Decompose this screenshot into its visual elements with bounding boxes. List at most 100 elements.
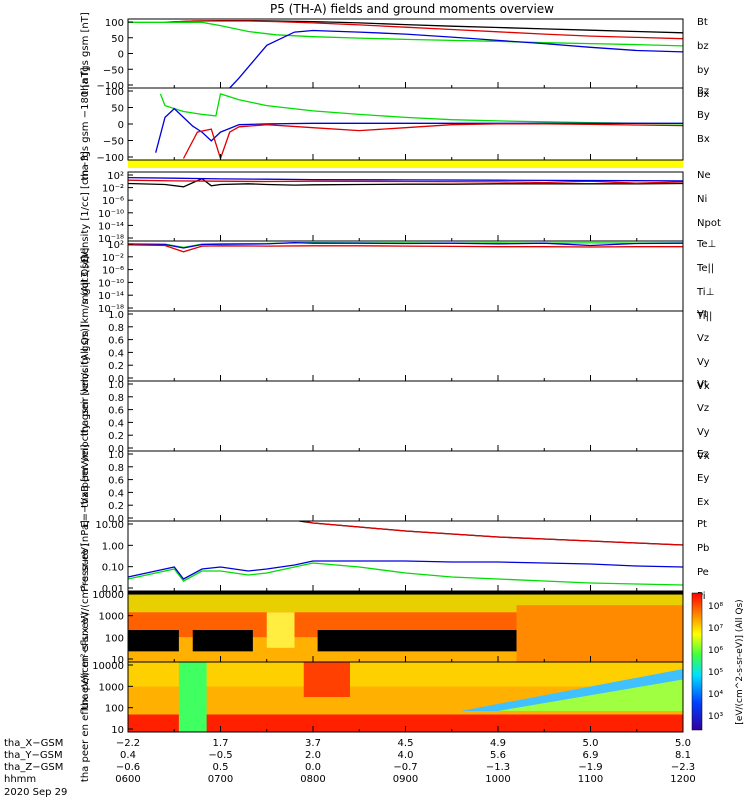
- y-tick-label: 0.0: [108, 514, 124, 525]
- y-tick-label: 10⁻¹⁸: [98, 304, 124, 315]
- colorbar-tick-label: 10⁸: [708, 602, 723, 612]
- x-row-value: 0700: [208, 774, 233, 785]
- panel-3-ylabel: Density [1/cc] [cm−3]: [80, 151, 91, 262]
- x-row-value: −0.5: [208, 750, 232, 761]
- y-tick-label: 0.4: [108, 348, 124, 359]
- panel-3-series-3: [127, 176, 684, 182]
- x-row-value: −1.9: [578, 762, 602, 773]
- colorbar-label: [eV/(cm^2-s-sr-eV)] (All Qs): [735, 599, 745, 724]
- y-tick-label: 0.2: [108, 501, 124, 512]
- colorbar-tick-label: 10⁷: [708, 624, 723, 634]
- y-tick-label: 10⁻¹⁸: [98, 234, 124, 245]
- y-tick-label: 10⁻²: [102, 253, 124, 264]
- legend-Vt: Vt: [697, 309, 708, 320]
- panel-8-ylabel: Pressure [nPa]: [80, 520, 91, 592]
- y-tick-label: 0.6: [108, 336, 124, 347]
- x-axis-labels: tha_X−GSM −2.2 1.7 3.7 4.5 4.9 5.0 5.0 tha_Y−GSM…: [4, 738, 696, 798]
- y-tick-label: 100: [105, 704, 124, 715]
- x-row-value: 1000: [485, 774, 510, 785]
- y-tick-label: 0: [118, 120, 124, 131]
- y-tick-label: 1000: [99, 612, 124, 623]
- panel-4-series-2: [127, 241, 684, 249]
- legend-bz: bz: [697, 41, 709, 52]
- y-tick-label: 0.01: [102, 584, 124, 595]
- legend-Vt: Vt: [697, 379, 708, 390]
- x-row-label: tha_Z−GSM: [4, 762, 63, 773]
- y-tick-label: 10⁻¹⁰: [98, 209, 124, 220]
- legend-Pt: Pt: [697, 519, 707, 530]
- y-tick-label: 50: [111, 34, 124, 45]
- x-row-value: 5.6: [490, 750, 506, 761]
- x-row-value: 1100: [578, 774, 603, 785]
- panel-4-frame: [127, 240, 684, 312]
- legend-Pb: Pb: [697, 543, 709, 554]
- colorbar-gradient: [691, 592, 703, 731]
- y-tick-label: 10²: [107, 240, 124, 251]
- legend-Ex: Ex: [697, 497, 709, 508]
- legend-bx: bx: [697, 89, 709, 100]
- panel-2-series-2: [155, 107, 683, 153]
- x-row-value: 4.5: [398, 738, 414, 749]
- x-row-value: −0.7: [393, 762, 417, 773]
- y-tick-label: 10⁻¹⁰: [98, 278, 124, 289]
- y-tick-label: −100: [97, 153, 124, 164]
- x-row-value: −1.3: [486, 762, 510, 773]
- panel-8-series-3: [127, 562, 684, 586]
- panel-1-frame: [127, 18, 684, 89]
- panel-1-series-3: [128, 21, 684, 47]
- panel-1-series-2: [164, 20, 684, 40]
- panel-7-ylabel: E=−VxB [mV/m]: [80, 444, 91, 527]
- x-row-value: 6.9: [583, 750, 599, 761]
- x-row-value: −0.6: [116, 762, 140, 773]
- panel-7: 1.0 0.8 0.60.4 0.2 0.0 E=−VxB [mV/m] Ez Ey Ex: [80, 444, 709, 527]
- legend-Ez: Ez: [697, 449, 709, 460]
- panel-9: 10000 1000 100 10 tha peir en eflux eV/(cm²-…: [80, 543, 684, 710]
- panel-2: 100 50 0 −50 −100 tha fgs gsm −180 [nT] Bz By Bx: [80, 67, 710, 180]
- y-tick-label: 10: [111, 725, 124, 736]
- y-tick-label: 0.8: [108, 393, 124, 404]
- y-tick-label: 1.00: [102, 541, 124, 552]
- x-row-value: 0900: [393, 774, 418, 785]
- x-row-value: 0.0: [305, 762, 321, 773]
- y-tick-label: −50: [103, 137, 124, 148]
- legend-By: By: [697, 110, 710, 121]
- x-row-label: hhmm: [4, 774, 36, 785]
- panel-5-frame: [127, 310, 684, 382]
- panel-7-frame: [127, 450, 684, 522]
- panel-3-series-2: [127, 179, 684, 184]
- colorbar-tick-label: 10⁵: [708, 668, 723, 678]
- y-tick-label: 1000: [99, 682, 124, 693]
- y-tick-label: 10⁻⁶: [102, 196, 124, 207]
- y-tick-label: 0.2: [108, 361, 124, 372]
- legend-Vz: Vz: [697, 403, 709, 414]
- legend-Pe: Pe: [697, 567, 709, 578]
- legend-Te⊥: Te⊥: [696, 239, 716, 250]
- y-tick-label: 100: [105, 633, 124, 644]
- y-tick-label: 0.6: [108, 406, 124, 417]
- x-row-label: tha_X−GSM: [4, 738, 63, 749]
- panel-4: 10² 10⁻² 10⁻⁶10⁻¹⁰ 10⁻¹⁴ 10⁻¹⁸ mgqt3 [eV] Te⊥ T…: [80, 239, 716, 322]
- panel-10: 10000 1000 100 10 tha peer en eflux eV/(cm²-…: [80, 612, 684, 782]
- panel-8-series-2: [303, 520, 684, 546]
- legend-Vx: Vx: [697, 451, 710, 462]
- x-row-value: −2.2: [116, 738, 140, 749]
- legend-Ti⊥: Ti⊥: [696, 287, 714, 298]
- colorbar-tick-label: 10⁴: [708, 690, 723, 700]
- panel-1-ylabel: tha fgs gsm [nT]: [80, 12, 91, 95]
- panel-2-ylabel: tha fgs gsm −180 [nT]: [80, 67, 91, 180]
- panel-8-series-1: [299, 520, 684, 546]
- panel-2-series-1: [159, 93, 684, 125]
- colorbar-tick-label: 10⁶: [708, 646, 723, 656]
- legend-Bx: Bx: [697, 134, 710, 145]
- y-tick-label: −50: [103, 65, 124, 76]
- x-row-value: 5.0: [675, 738, 691, 749]
- panel-6-ylabel: tha peer velocity gsm [km/s (All Qs)]: [80, 324, 91, 508]
- legend-by: by: [697, 65, 709, 76]
- legend-Ne: Ne: [697, 170, 711, 181]
- y-tick-label: 0.0: [108, 374, 124, 385]
